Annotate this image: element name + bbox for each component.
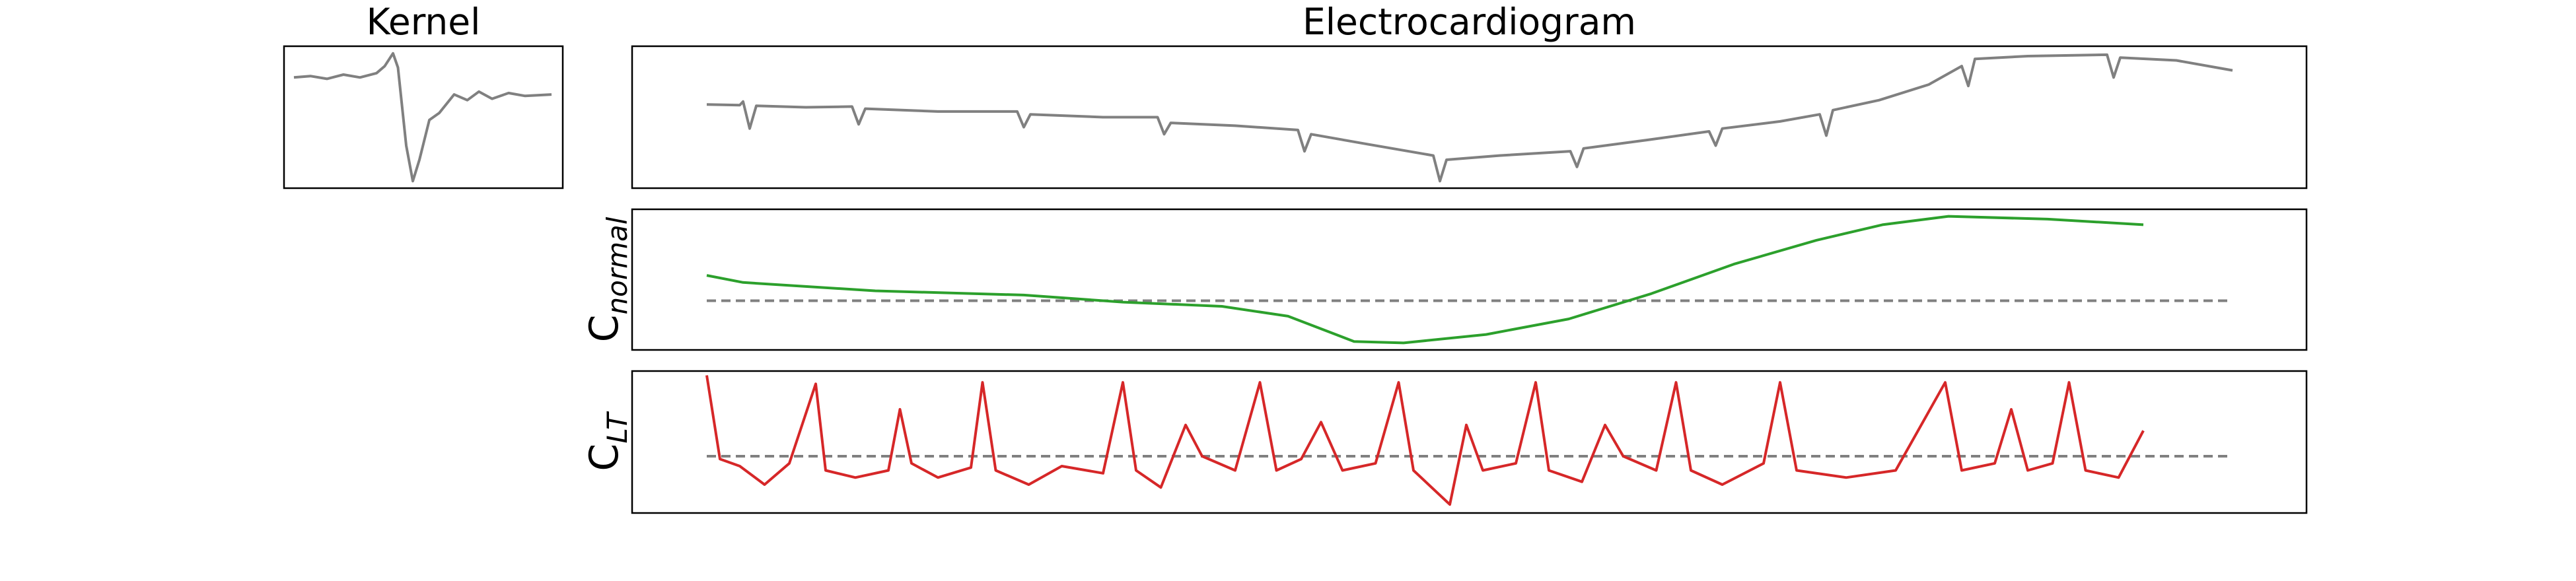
panel-title: Electrocardiogram [1303,1,1636,43]
signal-line [293,51,552,183]
y-axis-label-main: C [581,444,627,471]
y-axis-label-subscript: LT [601,411,633,444]
panel-frame [631,208,2308,351]
y-axis-label-subscript: normal [601,217,633,314]
panel-frame [283,45,564,189]
panel-frame [631,370,2308,514]
panel-frame [631,45,2308,189]
y-axis-label-main: C [581,315,627,343]
y-axis-label: CLT [581,411,633,471]
panel-title: Kernel [367,1,481,43]
signal-line [705,375,2145,506]
signal-line [706,53,2233,183]
y-axis-label: Cnormal [581,217,633,342]
signal-line [706,215,2144,345]
